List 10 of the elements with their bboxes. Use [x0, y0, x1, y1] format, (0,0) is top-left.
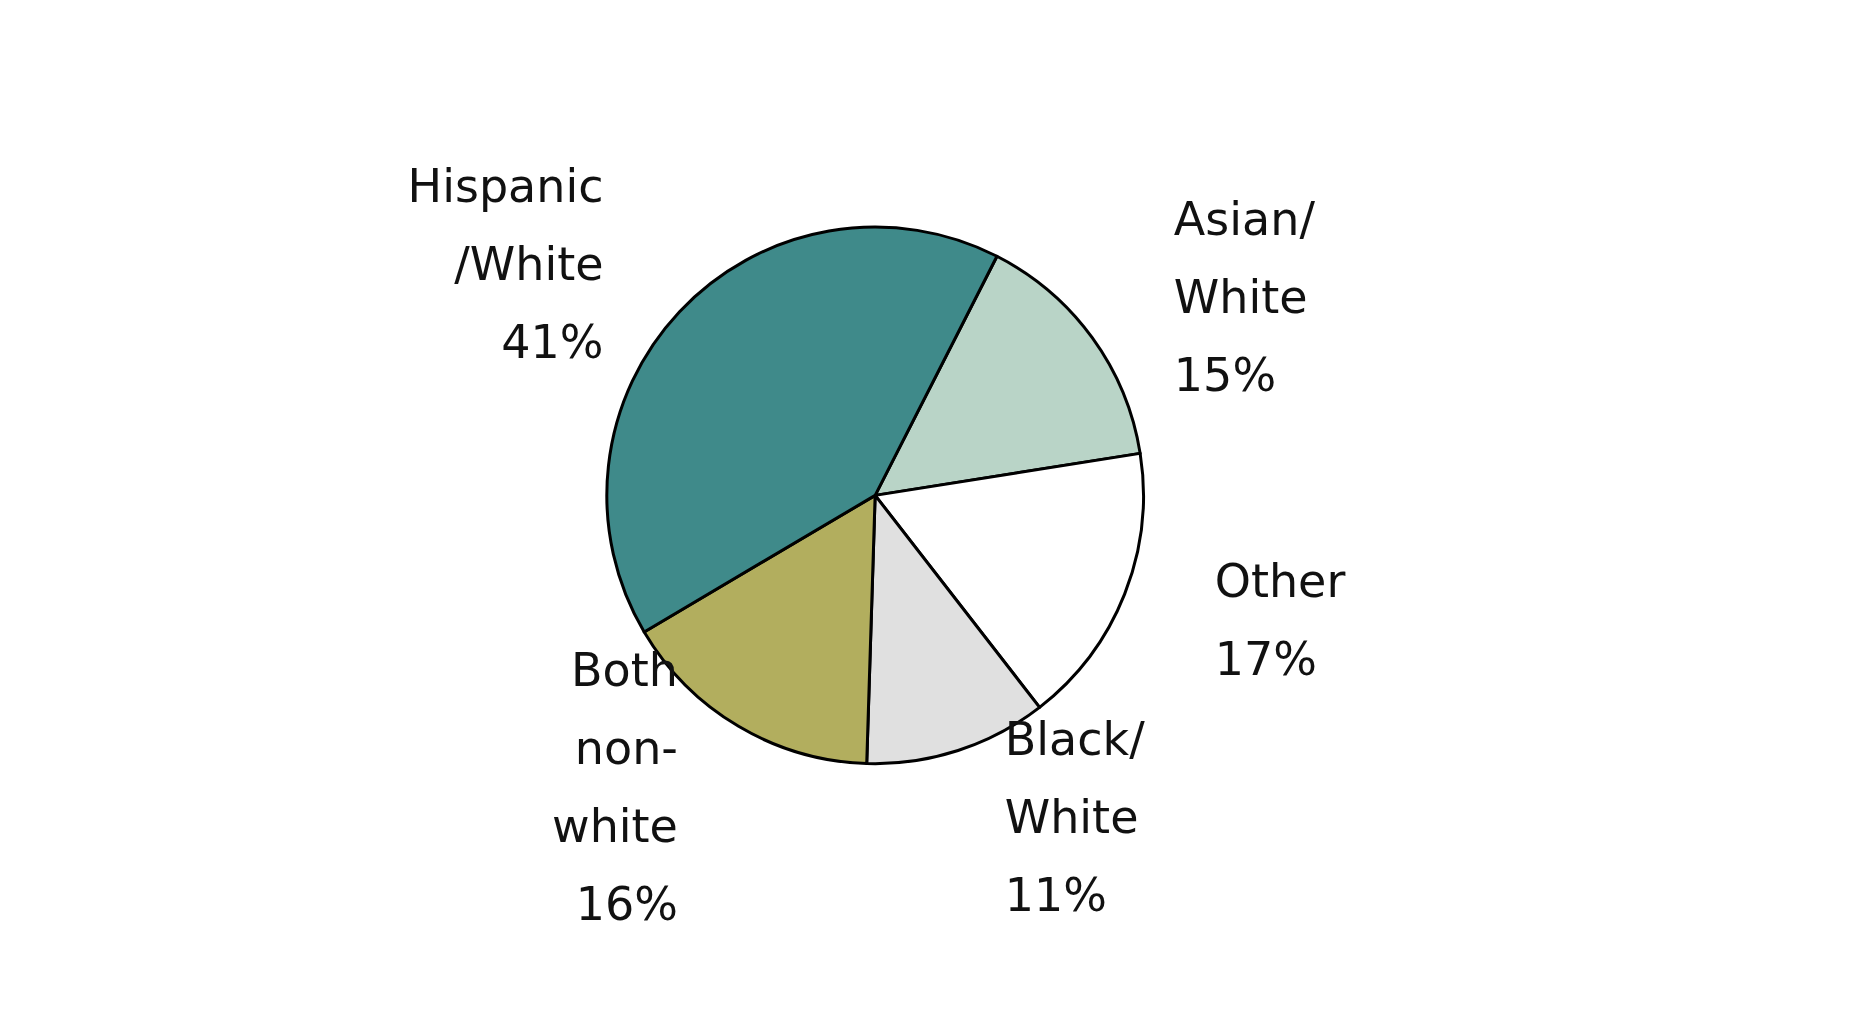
data-label: 15%: [1173, 347, 1277, 402]
slice-label: Hispanic /White: [407, 158, 604, 291]
slice-label: Black/ White: [1004, 712, 1146, 845]
slice-label: Both non- white: [552, 642, 678, 853]
data-label: 41%: [501, 314, 604, 369]
data-label: 11%: [1004, 868, 1107, 923]
data-label: 17%: [1214, 631, 1317, 686]
slice-label: Asian/ White: [1173, 191, 1316, 324]
data-label: 16%: [575, 876, 678, 931]
slice-label: Other: [1214, 553, 1346, 608]
